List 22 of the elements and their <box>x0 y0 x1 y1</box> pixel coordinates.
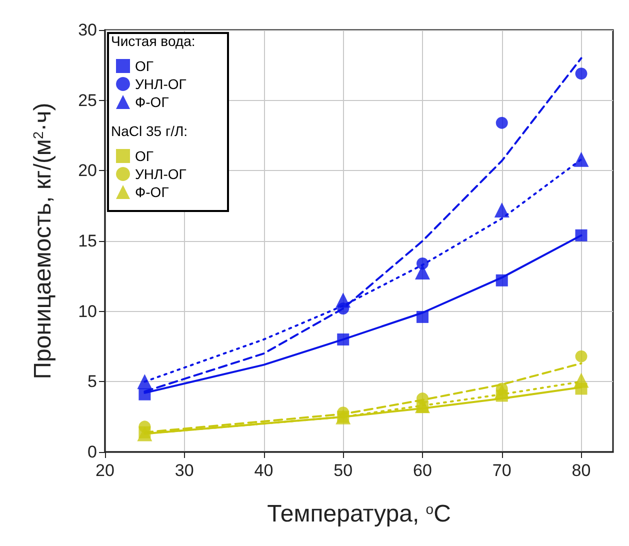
x-tick-label: 50 <box>334 461 353 480</box>
x-tick-label: 60 <box>413 461 432 480</box>
legend-label: УНЛ-ОГ <box>135 76 187 92</box>
y-axis-title: Проницаемость, кг/(м2·ч) <box>30 102 56 380</box>
legend-label: ОГ <box>135 58 154 74</box>
y-tick-label: 25 <box>78 90 97 110</box>
y-tick-label: 15 <box>78 232 97 250</box>
y-tick-label: 10 <box>78 302 97 321</box>
y-tick-label: 0 <box>88 442 97 462</box>
x-tick-label: 80 <box>572 461 591 480</box>
legend-label: Ф-ОГ <box>135 184 170 200</box>
annotation: Чистая вода: <box>111 33 196 49</box>
annotation: NaCl 35 г/Л: <box>111 123 188 139</box>
y-tick-label: 5 <box>88 372 97 392</box>
x-tick-label: 70 <box>492 461 512 480</box>
x-tick-label: 30 <box>174 461 194 480</box>
y-tick-label: 30 <box>78 20 97 40</box>
y-tick-label: 20 <box>78 161 97 180</box>
legend-label: ОГ <box>135 148 154 164</box>
legend-label: УНЛ-ОГ <box>135 166 187 182</box>
x-tick-label: 40 <box>254 461 274 480</box>
legend-label: Ф-ОГ <box>135 94 170 110</box>
